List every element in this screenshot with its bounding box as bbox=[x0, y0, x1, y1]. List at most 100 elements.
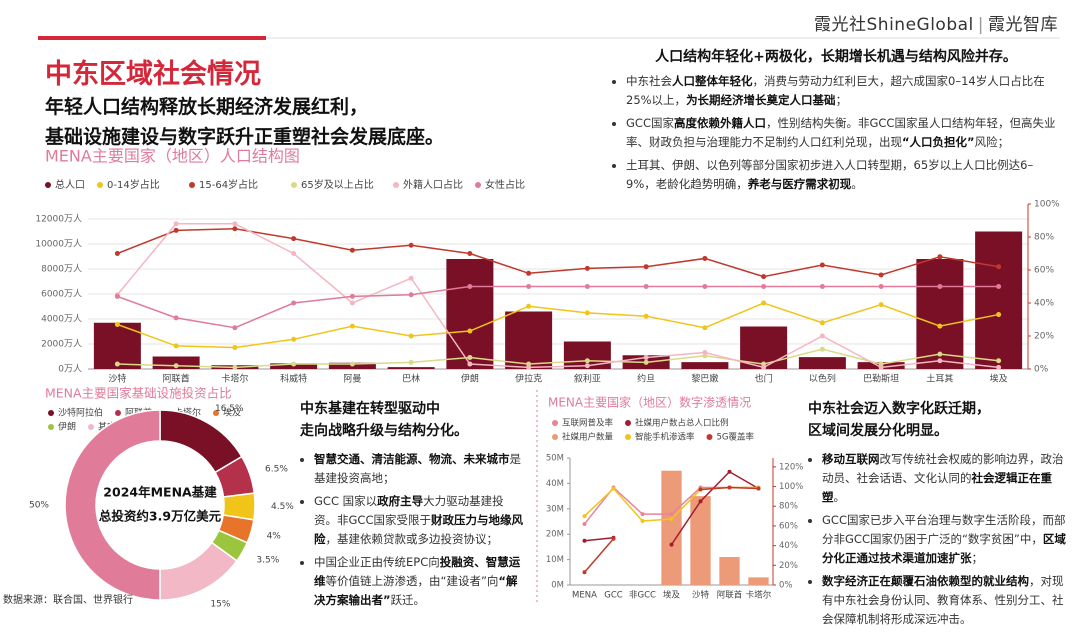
line-marker bbox=[526, 270, 532, 276]
bullet: 土耳其、伊朗、以色列等部分国家初步进入人口转型期，65岁以上人口比例达6–9%，… bbox=[626, 156, 1060, 194]
value-label: 6.5% bbox=[265, 465, 288, 475]
line-marker bbox=[669, 517, 674, 522]
line-marker bbox=[467, 354, 473, 360]
bold-text: 移动互联网 bbox=[822, 452, 880, 466]
x-tick-label: 叙利亚 bbox=[574, 373, 601, 385]
line-marker bbox=[408, 292, 414, 298]
x-tick-label: 阿联酋 bbox=[163, 373, 190, 385]
line-marker bbox=[937, 351, 943, 357]
line-marker bbox=[232, 345, 238, 351]
bullet-list: 移动互联网改写传统社会权威的影响边界，政治动员、社会话语、文化认同的社会逻辑正在… bbox=[808, 450, 1066, 629]
text: GCC 国家以 bbox=[314, 494, 378, 508]
heading-line: 区域间发展分化明显。 bbox=[808, 423, 948, 439]
x-tick-label: 也门 bbox=[755, 373, 773, 385]
x-tick-label: 约旦 bbox=[637, 373, 655, 385]
line-marker bbox=[467, 328, 473, 334]
line-marker bbox=[114, 321, 120, 327]
bold-text: 高度依赖外籍人口 bbox=[673, 116, 766, 130]
legend-swatch bbox=[393, 182, 399, 188]
line-marker bbox=[173, 315, 179, 321]
x-tick-label: 非GCC bbox=[629, 590, 656, 601]
line-marker bbox=[702, 350, 708, 355]
line-marker bbox=[173, 343, 179, 349]
line-marker bbox=[526, 284, 532, 289]
line-marker bbox=[996, 284, 1002, 289]
center-text: 总投资约3.9万亿美元 bbox=[99, 509, 222, 524]
x-tick-label: 土耳其 bbox=[926, 373, 953, 385]
line-marker bbox=[727, 485, 732, 490]
bullet: 数字经济正在颠覆石油依赖型的就业结构，对现有中东社会身份认同、教育体系、性别分工… bbox=[822, 572, 1066, 629]
section-heading: 中东社会迈入数字化跃迁期， 区域间发展分化明显。 bbox=[808, 398, 1066, 442]
bold-text: 投融资、智慧运维 bbox=[314, 555, 521, 588]
text: 土耳其、伊朗、以色列等部分国家初步进入人口转型期，65岁以上人口比例达6–9%，… bbox=[626, 158, 1034, 191]
line-marker bbox=[640, 512, 645, 517]
legend-swatch bbox=[625, 434, 631, 440]
line-marker bbox=[640, 519, 645, 524]
bullet-list: 智慧交通、清洁能源、物流、未来城市是基建投资高地； GCC 国家以政府主导大力驱动… bbox=[300, 450, 525, 610]
bar bbox=[387, 367, 435, 369]
line-marker bbox=[702, 325, 708, 331]
y2-tick-label: 20% bbox=[1034, 332, 1054, 342]
text: 中国企业正由传统EPC向 bbox=[314, 555, 440, 569]
line-marker bbox=[937, 284, 943, 289]
y-tick-label: 12000万人 bbox=[35, 214, 82, 225]
legend-swatch bbox=[213, 410, 219, 416]
line-marker bbox=[114, 251, 120, 256]
value-label: 4% bbox=[267, 531, 282, 541]
text: 改写传统社会权威的影响边界，政治动员、社会话语、文化认同的 bbox=[822, 452, 1064, 485]
line-marker bbox=[232, 221, 238, 227]
line-marker bbox=[114, 361, 120, 367]
divider: | bbox=[977, 15, 984, 35]
line-marker bbox=[698, 499, 703, 504]
line-marker bbox=[584, 265, 590, 271]
bar bbox=[719, 557, 740, 585]
bold-text: 政府主导 bbox=[377, 494, 424, 508]
line-marker bbox=[643, 354, 649, 360]
line-marker bbox=[291, 336, 297, 342]
line-marker bbox=[937, 323, 943, 329]
line-marker bbox=[878, 302, 884, 308]
line bbox=[117, 285, 999, 329]
line-marker bbox=[761, 364, 767, 370]
line-marker bbox=[702, 284, 708, 289]
bold-text: 数字经济正在颠覆石油依赖型的就业结构 bbox=[822, 574, 1029, 588]
y-tick-label: 0万人 bbox=[58, 364, 82, 375]
x-tick-label: 以色列 bbox=[809, 373, 836, 385]
legend-label: 沙特阿拉伯 bbox=[58, 407, 103, 419]
x-tick-label: 埃及 bbox=[990, 373, 1008, 385]
x-tick-label: 伊朗 bbox=[461, 373, 479, 385]
y-tick-label: 40M bbox=[546, 479, 564, 489]
line-marker bbox=[349, 300, 355, 306]
line-marker bbox=[878, 364, 884, 370]
line-marker bbox=[408, 359, 414, 365]
bar bbox=[798, 357, 846, 369]
line-marker bbox=[582, 570, 587, 575]
line-marker bbox=[173, 221, 179, 227]
line-marker bbox=[408, 242, 414, 248]
y-tick-label: 10M bbox=[546, 555, 564, 565]
text: 等价值链上游渗透，由“建设者”向 bbox=[325, 574, 499, 588]
y-tick-label: 50M bbox=[546, 454, 564, 464]
line bbox=[117, 348, 999, 369]
legend-label: 65岁及以上占比 bbox=[301, 178, 374, 191]
line-marker bbox=[611, 536, 616, 541]
text: GCC国家 bbox=[626, 116, 674, 130]
page-title: 中东区域社会情况 bbox=[45, 59, 261, 90]
x-tick-label: MENA bbox=[572, 591, 597, 601]
line-marker bbox=[467, 251, 473, 256]
line-marker bbox=[643, 264, 649, 270]
y-tick-label: 8000万人 bbox=[41, 264, 82, 275]
text: 。 bbox=[851, 177, 863, 191]
legend-label: 外籍人口占比 bbox=[403, 178, 463, 191]
value-label: 3.5% bbox=[256, 555, 279, 565]
line-marker bbox=[526, 364, 532, 370]
y-tick-label: 0M bbox=[551, 581, 564, 591]
line-marker bbox=[996, 264, 1002, 270]
bold-text: 区域分化正通过技术渠道加速扩张 bbox=[822, 532, 1066, 565]
section: 中东社会迈入数字化跃迁期， 区域间发展分化明显。移动互联网改写传统社会权威的影响边… bbox=[808, 398, 1066, 633]
line-marker bbox=[996, 364, 1002, 370]
line-marker bbox=[349, 293, 355, 299]
line-marker bbox=[582, 538, 587, 543]
y2-tick-label: 40% bbox=[1034, 299, 1054, 309]
